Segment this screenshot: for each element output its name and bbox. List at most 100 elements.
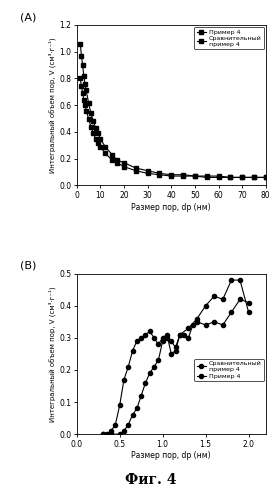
Пример 4	[247, 309, 250, 315]
Text: Фиг. 4: Фиг. 4	[125, 473, 176, 487]
Сравнительный
пример 4	[204, 322, 207, 328]
Legend: Пример 4, Сравнительный
пример 4: Пример 4, Сравнительный пример 4	[194, 27, 264, 49]
Пример 4	[110, 152, 114, 158]
Text: (A): (A)	[20, 12, 36, 22]
Пример 4	[122, 428, 125, 434]
Пример 4	[204, 303, 207, 309]
Сравнительный
пример 4	[122, 164, 125, 170]
Сравнительный
пример 4	[247, 299, 250, 305]
Пример 4	[83, 81, 87, 87]
Сравнительный
пример 4	[229, 174, 232, 180]
Сравнительный
пример 4	[115, 160, 119, 166]
Сравнительный
пример 4	[79, 75, 82, 81]
Пример 4	[217, 173, 220, 179]
Сравнительный
пример 4	[157, 341, 160, 347]
Сравнительный
пример 4	[238, 296, 242, 302]
Пример 4	[122, 160, 125, 166]
Сравнительный
пример 4	[187, 335, 190, 341]
Line: Пример 4: Пример 4	[100, 278, 251, 436]
Пример 4	[135, 406, 139, 412]
Сравнительный
пример 4	[158, 172, 161, 178]
Пример 4	[174, 344, 177, 350]
Пример 4	[92, 118, 95, 124]
Сравнительный
пример 4	[134, 168, 138, 174]
Пример 4	[205, 173, 208, 179]
Пример 4	[213, 293, 216, 299]
Сравнительный
пример 4	[230, 309, 233, 315]
Пример 4	[230, 277, 233, 283]
Сравнительный
пример 4	[178, 332, 181, 338]
Сравнительный
пример 4	[109, 428, 113, 434]
X-axis label: Размер пор, dp (нм): Размер пор, dp (нм)	[132, 452, 211, 461]
Сравнительный
пример 4	[148, 328, 152, 334]
Пример 4	[118, 431, 121, 437]
Пример 4	[96, 130, 100, 136]
Сравнительный
пример 4	[122, 377, 125, 383]
Пример 4	[127, 422, 130, 428]
Пример 4	[115, 157, 119, 163]
Text: (B): (B)	[20, 261, 36, 271]
Пример 4	[79, 41, 82, 47]
Пример 4	[241, 174, 244, 180]
Сравнительный
пример 4	[81, 90, 84, 96]
Сравнительный
пример 4	[195, 319, 199, 325]
Пример 4	[170, 338, 173, 344]
Сравнительный
пример 4	[213, 319, 216, 325]
Пример 4	[101, 431, 104, 437]
Пример 4	[94, 125, 97, 131]
Line: Пример 4: Пример 4	[78, 41, 268, 180]
Сравнительный
пример 4	[85, 108, 88, 114]
Сравнительный
пример 4	[144, 332, 147, 338]
Пример 4	[157, 357, 160, 363]
Сравнительный
пример 4	[170, 351, 173, 357]
Сравнительный
пример 4	[139, 335, 143, 341]
Сравнительный
пример 4	[94, 136, 97, 142]
Сравнительный
пример 4	[92, 130, 95, 136]
X-axis label: Размер пор, dp (нм): Размер пор, dp (нм)	[132, 203, 211, 212]
Сравнительный
пример 4	[87, 116, 90, 122]
Пример 4	[82, 73, 85, 79]
Пример 4	[252, 174, 256, 180]
Пример 4	[85, 87, 88, 93]
Сравнительный
пример 4	[252, 174, 256, 180]
Сравнительный
пример 4	[105, 431, 109, 437]
Сравнительный
пример 4	[264, 174, 267, 180]
Пример 4	[178, 332, 181, 338]
Сравнительный
пример 4	[104, 150, 107, 156]
Сравнительный
пример 4	[191, 322, 194, 328]
Сравнительный
пример 4	[83, 102, 87, 108]
Пример 4	[158, 170, 161, 176]
Сравнительный
пример 4	[182, 332, 186, 338]
Пример 4	[181, 172, 185, 178]
Пример 4	[161, 338, 164, 344]
Сравнительный
пример 4	[152, 335, 156, 341]
Сравнительный
пример 4	[80, 83, 83, 89]
Сравнительный
пример 4	[170, 173, 173, 179]
Пример 4	[165, 335, 169, 341]
Пример 4	[148, 370, 152, 376]
Сравнительный
пример 4	[165, 332, 169, 338]
Сравнительный
пример 4	[118, 402, 121, 408]
Пример 4	[146, 168, 149, 174]
Сравнительный
пример 4	[217, 174, 220, 180]
Пример 4	[81, 62, 84, 68]
Legend: Сравнительный
пример 4, Пример 4: Сравнительный пример 4, Пример 4	[194, 359, 264, 381]
Пример 4	[193, 173, 196, 179]
Сравнительный
пример 4	[146, 170, 149, 176]
Сравнительный
пример 4	[96, 140, 100, 146]
Пример 4	[221, 296, 224, 302]
Пример 4	[87, 99, 90, 105]
Сравнительный
пример 4	[89, 124, 93, 130]
Сравнительный
пример 4	[221, 322, 224, 328]
Пример 4	[264, 174, 267, 180]
Сравнительный
пример 4	[82, 97, 85, 103]
Сравнительный
пример 4	[205, 174, 208, 180]
Пример 4	[139, 393, 143, 399]
Пример 4	[152, 364, 156, 370]
Пример 4	[109, 431, 113, 437]
Сравнительный
пример 4	[181, 173, 185, 179]
Сравнительный
пример 4	[193, 173, 196, 179]
Сравнительный
пример 4	[161, 335, 164, 341]
Сравнительный
пример 4	[135, 338, 139, 344]
Пример 4	[187, 325, 190, 331]
